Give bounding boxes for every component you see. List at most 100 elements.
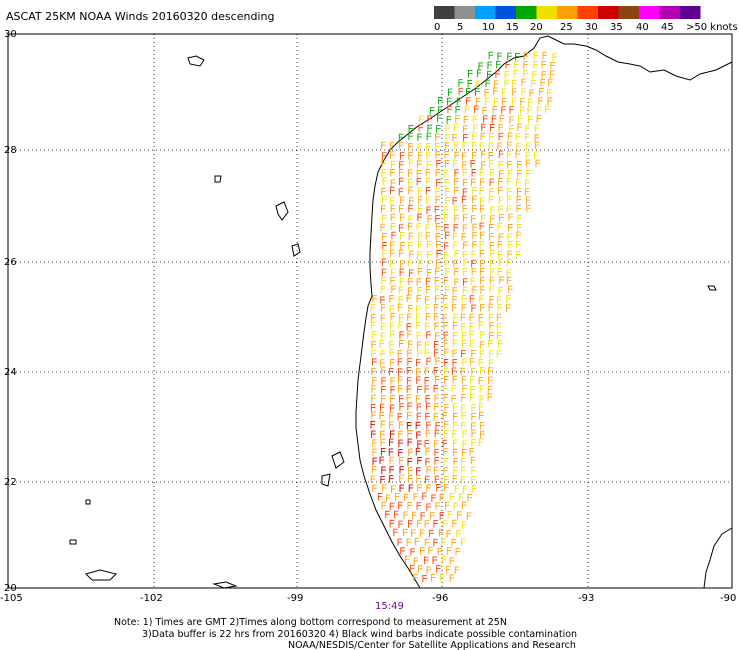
wind-barb [509, 125, 514, 133]
wind-barb [380, 438, 386, 447]
wind-barb [452, 349, 457, 358]
wind-barb [408, 340, 413, 349]
wind-barb [470, 178, 476, 187]
wind-barb [399, 474, 404, 483]
wind-barb [425, 177, 431, 186]
wind-barb [372, 457, 377, 466]
wind-barb [381, 205, 386, 213]
wind-barb [424, 538, 430, 547]
wind-barb [407, 438, 413, 447]
wind-barb [444, 420, 449, 429]
wind-barb [507, 141, 512, 150]
wind-barb [418, 124, 424, 132]
latitude-labels: 30 28 26 24 22 20 [4, 29, 17, 594]
wind-barb [498, 170, 504, 178]
wind-barb [390, 359, 395, 367]
wind-barb [508, 285, 513, 294]
wind-barb [488, 359, 494, 367]
legend-swatch [680, 6, 701, 19]
wind-barb [381, 258, 387, 267]
wind-barb [407, 330, 412, 339]
wind-barb [488, 339, 493, 348]
wind-barb [416, 251, 422, 259]
wind-barb [389, 340, 394, 349]
wind-barb [416, 502, 422, 510]
wind-barb [452, 475, 458, 483]
wind-barb [525, 196, 531, 205]
legend-swatch [659, 6, 680, 19]
wind-barb [426, 286, 431, 294]
wind-barb [528, 115, 533, 124]
lat-label-30: 30 [4, 29, 17, 40]
wind-barb [451, 367, 457, 375]
wind-barb [463, 241, 468, 250]
wind-barb [520, 98, 525, 106]
wind-barb [467, 493, 472, 502]
wind-barb [409, 250, 414, 259]
wind-barb [406, 323, 412, 331]
wind-barb [496, 323, 502, 331]
wind-barb [399, 224, 404, 232]
wind-barb [409, 269, 414, 277]
wind-barb [497, 222, 503, 231]
wind-barb [552, 53, 557, 61]
wind-barb [390, 241, 395, 250]
wind-barb [406, 385, 412, 393]
wind-barb [462, 430, 467, 438]
wind-barb [434, 457, 439, 465]
wind-barb [425, 447, 431, 456]
wind-barb [434, 440, 439, 448]
wind-barb [435, 295, 440, 303]
wind-barb [479, 422, 485, 430]
wind-barb [422, 575, 427, 583]
wind-barb [445, 268, 450, 276]
wind-barb [489, 296, 494, 304]
wind-barb [471, 151, 477, 160]
wind-barb [473, 124, 478, 132]
wind-barb [433, 313, 439, 321]
wind-barb [388, 475, 394, 483]
wind-barb [435, 133, 440, 141]
wind-barb [548, 78, 553, 87]
wind-barb [416, 431, 421, 439]
wind-barb [444, 214, 449, 222]
wind-barb [485, 79, 491, 88]
wind-barb [394, 510, 399, 519]
wind-barb [489, 224, 494, 232]
wind-barb [408, 124, 414, 133]
wind-barb [536, 115, 542, 123]
wind-barb [425, 412, 430, 421]
wind-barb [406, 538, 412, 547]
wind-barb [397, 538, 402, 547]
wind-barb [426, 421, 431, 430]
wind-barb [489, 233, 494, 241]
legend-label-0: 0 [434, 22, 440, 33]
wind-barb [481, 123, 486, 132]
wind-barb [466, 88, 471, 96]
wind-barb [426, 260, 432, 268]
wind-barb [461, 466, 466, 475]
wind-barb [443, 448, 448, 456]
wind-barb [381, 169, 386, 177]
wind-barb [495, 70, 500, 78]
wind-barb [523, 61, 528, 69]
wind-barb [434, 403, 439, 411]
wind-barb [452, 232, 458, 241]
wind-barb [472, 186, 477, 195]
wind-barb [380, 350, 385, 358]
wind-barb [414, 537, 420, 546]
wind-barb [489, 178, 495, 187]
wind-barb [524, 188, 530, 196]
lon-label-90: -90 [720, 593, 736, 604]
wind-barb [372, 295, 377, 303]
wind-barb [389, 438, 394, 447]
wind-barb [443, 458, 449, 466]
wind-barb [406, 294, 412, 303]
coastline-gulf [355, 35, 733, 589]
wind-barb [479, 240, 485, 249]
wind-barb [416, 331, 422, 340]
wind-barb [479, 395, 485, 403]
legend-swatch [598, 6, 619, 19]
wind-barb [407, 402, 412, 411]
wind-barb [506, 276, 512, 285]
